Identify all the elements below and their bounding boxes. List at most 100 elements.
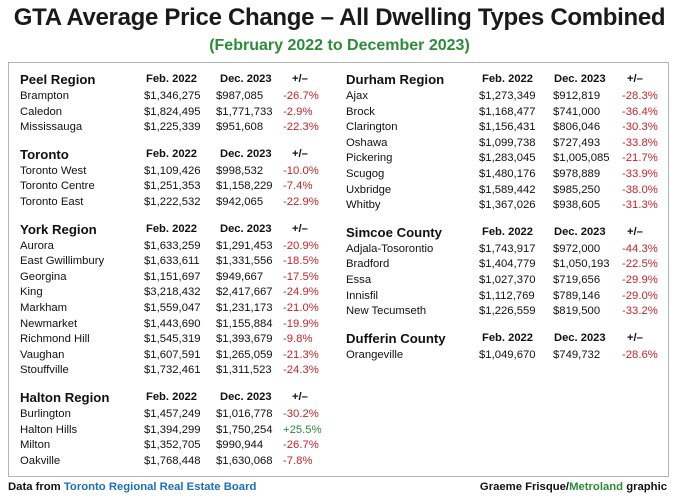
region-section: Toronto Feb. 2022 Dec. 2023 +/– Toronto West… (20, 145, 330, 211)
change-header: +/– (292, 73, 308, 85)
price-change: -22.9% (283, 195, 319, 208)
municipality-name: Ajax (346, 90, 368, 102)
table-row: Mississauga $1,225,339 $951,608 -22.3% (20, 120, 330, 136)
table-row: East Gwillimbury $1,633,611 $1,331,556 -18.… (20, 254, 330, 270)
price-change: -7.4% (283, 180, 313, 193)
feb-2022-price: $1,226,559 (479, 305, 536, 318)
price-change: -28.3% (622, 90, 658, 102)
source-prefix: Data from (8, 481, 61, 493)
dec-2023-price: $1,311,523 (216, 364, 272, 377)
municipality-name: Vaughan (20, 348, 65, 361)
feb-2022-price: $1,768,448 (144, 454, 201, 467)
dec-2023-header: Dec. 2023 (220, 222, 272, 235)
feb-2022-price: $1,443,690 (144, 317, 201, 330)
municipality-name: Bradford (346, 258, 390, 271)
feb-2022-price: $1,589,442 (479, 183, 536, 196)
municipality-name: Milton (20, 439, 51, 452)
region-header: York Region Feb. 2022 Dec. 2023 +/– (20, 220, 330, 239)
feb-2022-price: $1,457,249 (144, 407, 201, 420)
table-row: Adjala-Tosorontio $1,743,917 $972,000 -44.3… (346, 242, 666, 258)
feb-2022-price: $1,559,047 (144, 301, 201, 314)
table-row: Whitby $1,367,026 $938,605 -31.3% (346, 198, 666, 214)
feb-2022-price: $1,545,319 (144, 333, 201, 346)
feb-2022-price: $1,222,532 (144, 195, 201, 208)
dec-2023-price: $2,417,667 (216, 286, 273, 299)
feb-2022-price: $1,109,426 (144, 164, 201, 177)
page-title: GTA Average Price Change – All Dwelling … (13, 4, 666, 31)
dec-2023-price: $1,771,733 (216, 105, 273, 118)
feb-2022-header: Feb. 2022 (146, 222, 197, 235)
table-row: Oshawa $1,099,738 $727,493 -33.8% (346, 136, 666, 152)
price-change: -26.7% (283, 90, 319, 102)
price-change: -20.9% (283, 239, 319, 252)
price-change: -33.2% (622, 305, 658, 318)
dec-2023-price: $985,250 (553, 183, 601, 196)
feb-2022-price: $1,225,339 (144, 121, 201, 134)
dec-2023-price: $972,000 (553, 242, 601, 255)
price-change: -29.9% (622, 273, 658, 286)
table-row: Richmond Hill $1,545,319 $1,393,679 -9.8% (20, 332, 330, 348)
municipality-name: Newmarket (20, 317, 78, 330)
dec-2023-price: $1,630,068 (216, 454, 273, 467)
feb-2022-price: $1,480,176 (479, 167, 536, 180)
price-change: -10.0% (283, 164, 319, 177)
municipality-name: Aurora (20, 239, 54, 252)
municipality-name: Oakville (20, 454, 61, 467)
table-row: Georgina $1,151,697 $949,667 -17.5% (20, 270, 330, 286)
feb-2022-price: $1,394,299 (144, 423, 201, 436)
dec-2023-price: $741,000 (553, 105, 601, 118)
price-change: -19.9% (283, 317, 319, 330)
table-row: Bradford $1,404,779 $1,050,193 -22.5% (346, 257, 666, 273)
region-header: Dufferin County Feb. 2022 Dec. 2023 +/– (346, 329, 666, 348)
source-credit: Data from Toronto Regional Real Estate B… (8, 481, 256, 493)
table-row: King $3,218,432 $2,417,667 -24.9% (20, 285, 330, 301)
municipality-name: Toronto Centre (20, 180, 95, 193)
feb-2022-price: $1,367,026 (479, 199, 536, 212)
municipality-name: Adjala-Tosorontio (346, 242, 434, 255)
dec-2023-price: $1,158,229 (216, 180, 273, 193)
dec-2023-price: $1,750,254 (216, 423, 273, 436)
dec-2023-price: $1,050,193 (553, 258, 610, 271)
price-change: -38.0% (622, 183, 658, 196)
municipality-name: Essa (346, 273, 372, 286)
municipality-name: Caledon (20, 105, 63, 118)
table-row: Pickering $1,283,045 $1,005,085 -21.7% (346, 151, 666, 167)
price-change: -33.9% (622, 167, 658, 180)
municipality-name: Orangeville (346, 348, 404, 361)
price-change: -28.6% (622, 348, 658, 361)
dec-2023-price: $719,656 (553, 273, 601, 286)
dec-2023-price: $1,016,778 (216, 407, 273, 420)
municipality-name: Toronto West (20, 164, 87, 177)
table-row: Toronto Centre $1,251,353 $1,158,229 -7.4% (20, 179, 330, 195)
price-change: -30.2% (283, 407, 319, 420)
feb-2022-header: Feb. 2022 (146, 147, 197, 160)
feb-2022-price: $1,283,045 (479, 152, 536, 165)
municipality-name: Burlington (20, 407, 71, 420)
page-subtitle: (February 2022 to December 2023) (209, 37, 470, 54)
price-change: -9.8% (283, 333, 313, 346)
feb-2022-price: $1,099,738 (479, 136, 536, 149)
dec-2023-price: $1,393,679 (216, 333, 273, 346)
municipality-name: Clarington (346, 121, 398, 134)
feb-2022-price: $1,404,779 (479, 258, 536, 271)
municipality-name: Mississauga (20, 121, 83, 134)
table-row: Ajax $1,273,349 $912,819 -28.3% (346, 89, 666, 105)
source-name: Toronto Regional Real Estate Board (63, 481, 257, 493)
region-section: York Region Feb. 2022 Dec. 2023 +/– Aurora $1… (20, 220, 330, 379)
dec-2023-price: $949,667 (216, 270, 264, 283)
table-frame (8, 62, 669, 477)
table-row: New Tecumseth $1,226,559 $819,500 -33.2% (346, 304, 666, 320)
municipality-name: Halton Hills (20, 423, 78, 436)
feb-2022-price: $1,633,259 (144, 239, 201, 252)
dec-2023-price: $912,819 (553, 90, 601, 102)
price-change: -30.3% (622, 121, 658, 134)
region-name: Dufferin County (346, 330, 446, 346)
table-row: Orangeville $1,049,670 $749,732 -28.6% (346, 348, 666, 364)
feb-2022-price: $1,049,670 (479, 348, 536, 361)
change-header: +/– (627, 73, 643, 85)
dec-2023-price: $1,155,884 (216, 317, 273, 330)
feb-2022-price: $3,218,432 (144, 286, 201, 299)
dec-2023-price: $789,146 (553, 289, 601, 302)
municipality-name: East Gwillimbury (20, 255, 105, 268)
feb-2022-price: $1,251,353 (144, 180, 201, 193)
